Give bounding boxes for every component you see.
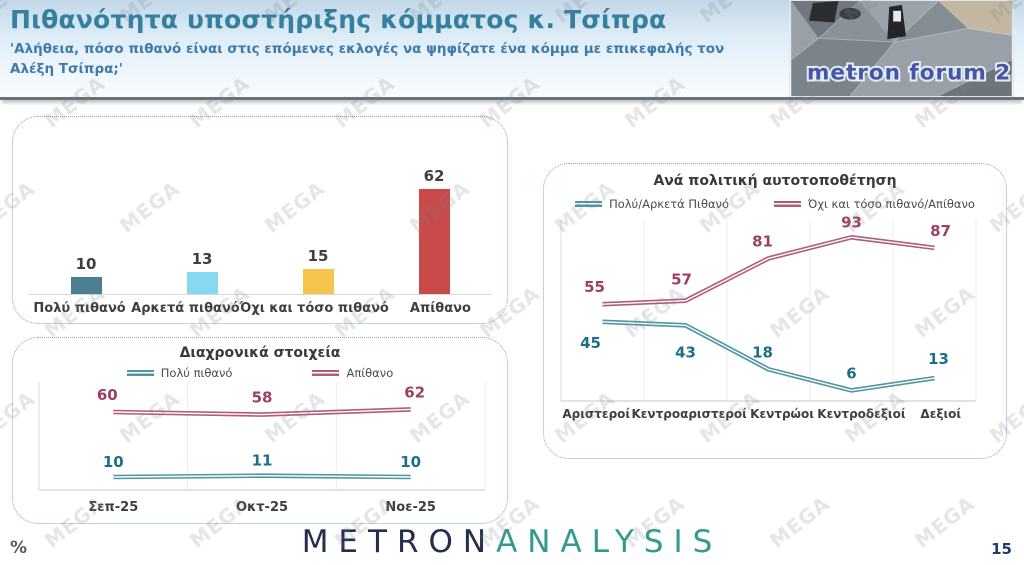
political-line-chart: 45 43 18 6 13 55 57 81 93 87 bbox=[560, 213, 977, 402]
bar-column: 15 bbox=[260, 246, 376, 294]
bar bbox=[302, 268, 334, 294]
legend-label: Όχι και τόσο πιθανό/Απίθανο bbox=[808, 197, 975, 211]
political-x-axis-labels: Αριστεροί Κεντροαριστεροί Κεντρώοι Κεντροδε… bbox=[561, 407, 976, 421]
x-axis-label: Νοε-25 bbox=[385, 500, 436, 515]
value-label: 18 bbox=[752, 343, 773, 361]
trend-line-chart: 10 11 10 60 58 62 bbox=[38, 382, 486, 491]
x-axis-label: Κεντρώοι bbox=[750, 407, 814, 421]
legend-item: Απίθανο bbox=[312, 366, 393, 380]
legend-swatch bbox=[575, 201, 603, 207]
value-label: 81 bbox=[752, 232, 773, 250]
x-axis-label: Σεπ-25 bbox=[88, 500, 139, 515]
bar-category-label: Όχι και τόσο πιθανό bbox=[239, 301, 389, 316]
legend-item: Όχι και τόσο πιθανό/Απίθανο bbox=[774, 197, 975, 211]
header: Πιθανότητα υποστήριξης κόμματος κ. Τσίπρ… bbox=[0, 0, 1024, 100]
legend-label: Πολύ πιθανό bbox=[160, 366, 233, 380]
series-line-core bbox=[113, 408, 411, 416]
value-label: 11 bbox=[252, 452, 273, 470]
metron-analysis-logo: METRONANALYSIS bbox=[0, 524, 1024, 560]
plaza-photo: metron forum 2.0 bbox=[791, 1, 1013, 96]
page-title: Πιθανότητα υποστήριξης κόμματος κ. Τσίπρ… bbox=[10, 5, 667, 34]
legend-swatch bbox=[774, 201, 802, 207]
bar-value-label: 62 bbox=[423, 166, 445, 185]
series-line bbox=[113, 407, 411, 417]
bar-value-label: 13 bbox=[191, 249, 213, 268]
x-axis-label: Αριστεροί bbox=[562, 407, 631, 421]
bar-category-label: Απίθανο bbox=[409, 301, 471, 316]
legend-label: Πολύ/Αρκετά Πιθανό bbox=[609, 197, 730, 211]
shadow-shape bbox=[808, 1, 839, 23]
page-subtitle: 'Αλήθεια, πόσο πιθανό είναι στις επόμενε… bbox=[10, 41, 725, 78]
value-label: 55 bbox=[584, 278, 605, 296]
value-label: 6 bbox=[846, 364, 856, 382]
legend-item: Πολύ/Αρκετά Πιθανό bbox=[575, 197, 729, 211]
metron-forum-logo: metron forum 2.0 bbox=[789, 0, 1014, 97]
legend-label: Απίθανο bbox=[346, 366, 394, 380]
trend-chart-title: Διαχρονικά στοιχεία bbox=[179, 345, 341, 361]
bar-category-label: Πολύ πιθανό bbox=[33, 301, 126, 316]
legend-item: Πολύ πιθανό bbox=[126, 366, 233, 380]
series-line-core bbox=[113, 474, 411, 478]
political-chart-title: Ανά πολιτική αυτοτοποθέτηση bbox=[653, 173, 897, 189]
page-number: 15 bbox=[991, 540, 1012, 558]
political-chart-panel: Ανά πολιτική αυτοτοποθέτηση Πολύ/Αρκετά … bbox=[543, 163, 1007, 459]
value-label: 57 bbox=[671, 271, 692, 289]
value-label: 62 bbox=[404, 383, 425, 401]
percent-label: % bbox=[10, 538, 28, 558]
bar bbox=[70, 277, 102, 294]
value-label: 10 bbox=[400, 453, 421, 471]
legend-swatch bbox=[126, 370, 154, 376]
bar bbox=[186, 271, 218, 294]
value-label: 45 bbox=[580, 334, 601, 352]
bar-column: 10 bbox=[28, 255, 144, 294]
bar-chart-panel: 10 13 15 62 Πολύ πιθανό Αρκετά πιθανό Όχι και … bbox=[12, 116, 508, 324]
bar-plot-area: 10 13 15 62 bbox=[28, 137, 492, 295]
series-line-core bbox=[602, 321, 935, 392]
x-axis-label: Δεξιοί bbox=[920, 407, 962, 421]
political-chart-legend: Πολύ/Αρκετά Πιθανό Όχι και τόσο πιθανό/Απ… bbox=[544, 197, 1006, 211]
trend-chart-panel: Διαχρονικά στοιχεία Πολύ πιθανό Απίθανο 1… bbox=[12, 337, 508, 524]
bar-column: 62 bbox=[376, 167, 492, 294]
bar-category-labels: Πολύ πιθανό Αρκετά πιθανό Όχι και τόσο πιθ… bbox=[28, 301, 492, 316]
bar-chart: 10 13 15 62 Πολύ πιθανό Αρκετά πιθανό Όχι και … bbox=[13, 117, 507, 323]
bar-category-label: Αρκετά πιθανό bbox=[131, 301, 240, 316]
metron-analysis-logo-analysis: ANALYSIS bbox=[496, 524, 723, 560]
value-label: 58 bbox=[252, 389, 273, 407]
legend-swatch bbox=[312, 370, 340, 376]
value-label: 93 bbox=[841, 213, 862, 231]
x-axis-label: Οκτ-25 bbox=[235, 500, 289, 515]
metron-analysis-logo-metron: METRON bbox=[301, 524, 497, 560]
value-label: 60 bbox=[97, 386, 118, 404]
value-label: 87 bbox=[930, 222, 951, 240]
trend-chart-legend: Πολύ πιθανό Απίθανο bbox=[13, 366, 507, 380]
bar-column: 13 bbox=[144, 250, 260, 294]
metron-forum-logo-text: metron forum 2.0 bbox=[807, 60, 1013, 85]
person-silhouette bbox=[887, 4, 906, 40]
x-axis-label: Κεντροδεξιοί bbox=[817, 407, 906, 421]
value-label: 13 bbox=[928, 350, 949, 368]
bar-value-label: 15 bbox=[307, 246, 329, 265]
bar-value-label: 10 bbox=[75, 255, 97, 273]
bar bbox=[418, 188, 450, 294]
value-label: 43 bbox=[675, 343, 696, 361]
trend-x-axis-labels: Σεπ-25 Οκτ-25 Νοε-25 bbox=[39, 500, 485, 515]
x-axis-label: Κεντροαριστεροί bbox=[631, 407, 747, 421]
series-line-core bbox=[602, 236, 935, 305]
value-label: 10 bbox=[103, 453, 124, 471]
